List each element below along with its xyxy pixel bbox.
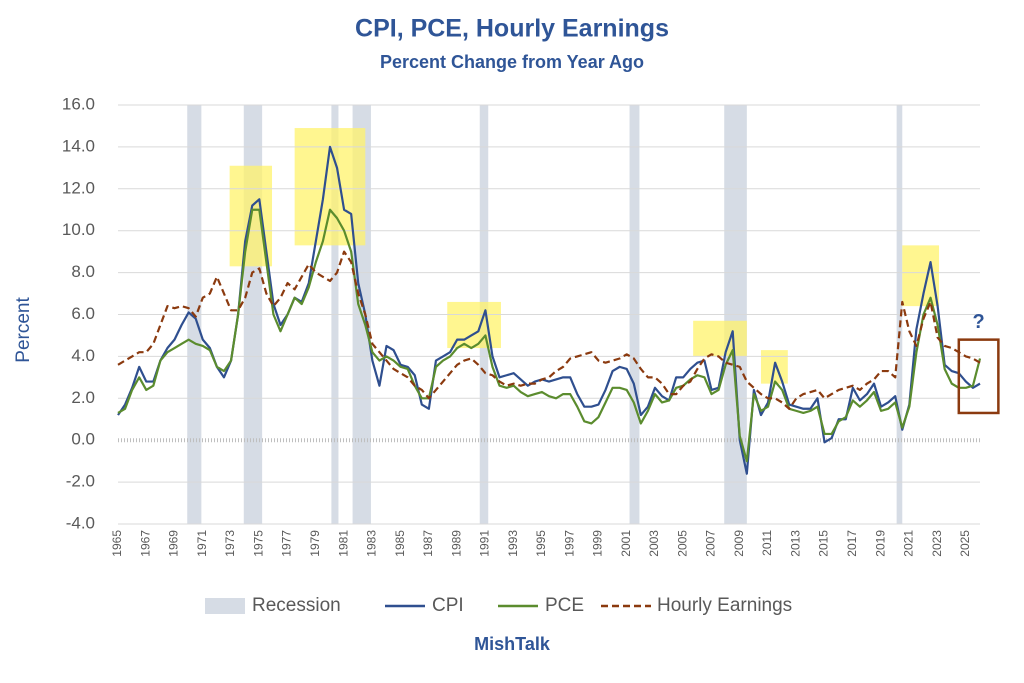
y-tick-label: 6.0 <box>71 304 95 323</box>
highlight-box <box>693 320 747 357</box>
legend-label: Recession <box>252 595 341 616</box>
x-tick-label: 1997 <box>562 530 576 557</box>
x-tick-label: 2003 <box>647 530 661 557</box>
y-tick-label: 14.0 <box>62 136 95 155</box>
annotation-text: ? <box>972 311 984 333</box>
x-tick-label: 2023 <box>930 530 944 557</box>
x-tick-label: 1977 <box>280 530 294 557</box>
y-tick-label: -4.0 <box>66 513 95 532</box>
x-tick-label: 1999 <box>591 530 605 557</box>
x-tick-label: 2001 <box>619 530 633 557</box>
x-tick-label: 2019 <box>873 530 887 557</box>
y-tick-label: 12.0 <box>62 178 95 197</box>
x-tick-label: 2007 <box>704 530 718 557</box>
y-tick-label: 0.0 <box>71 430 95 449</box>
x-tick-label: 1971 <box>195 530 209 557</box>
x-tick-label: 1965 <box>110 530 124 557</box>
y-tick-label: 8.0 <box>71 262 95 281</box>
x-tick-label: 1989 <box>449 530 463 557</box>
x-tick-label: 1967 <box>138 530 152 557</box>
series-line <box>117 208 982 463</box>
x-tick-label: 2011 <box>760 530 774 556</box>
x-tick-label: 1987 <box>421 530 435 557</box>
y-tick-label: 10.0 <box>62 220 95 239</box>
x-tick-label: 1975 <box>251 530 265 557</box>
x-tick-label: 2013 <box>788 530 802 557</box>
legend-label: PCE <box>545 595 584 616</box>
x-tick-label: 1973 <box>223 530 237 557</box>
x-tick-label: 1995 <box>534 530 548 557</box>
y-axis-label: Percent <box>13 297 34 363</box>
x-tick-label: 1969 <box>167 530 181 557</box>
x-tick-label: 1979 <box>308 530 322 557</box>
x-tick-label: 1991 <box>478 530 492 557</box>
x-tick-label: 1985 <box>393 530 407 557</box>
chart-subtitle: Percent Change from Year Ago <box>380 52 644 72</box>
x-tick-label: 1983 <box>365 530 379 557</box>
y-tick-label: 16.0 <box>62 94 95 113</box>
legend-swatch <box>205 598 245 614</box>
y-tick-label: 2.0 <box>71 388 95 407</box>
x-tick-label: 2021 <box>902 530 916 557</box>
annotation-box <box>957 338 1000 415</box>
x-tick-label: 2009 <box>732 530 746 557</box>
source-label: MishTalk <box>474 634 551 654</box>
x-tick-label: 2017 <box>845 530 859 557</box>
x-tick-label: 1981 <box>336 530 350 557</box>
x-tick-label: 2015 <box>817 530 831 557</box>
x-tick-label: 1993 <box>506 530 520 557</box>
legend-label: CPI <box>432 595 464 616</box>
highlight-box <box>294 128 366 246</box>
x-tick-label: 2005 <box>675 530 689 557</box>
y-tick-label: -2.0 <box>66 472 95 491</box>
chart-title: CPI, PCE, Hourly Earnings <box>355 15 669 43</box>
legend-label: Hourly Earnings <box>657 595 792 616</box>
x-tick-label: 2025 <box>958 530 972 557</box>
y-tick-label: 4.0 <box>71 346 95 365</box>
